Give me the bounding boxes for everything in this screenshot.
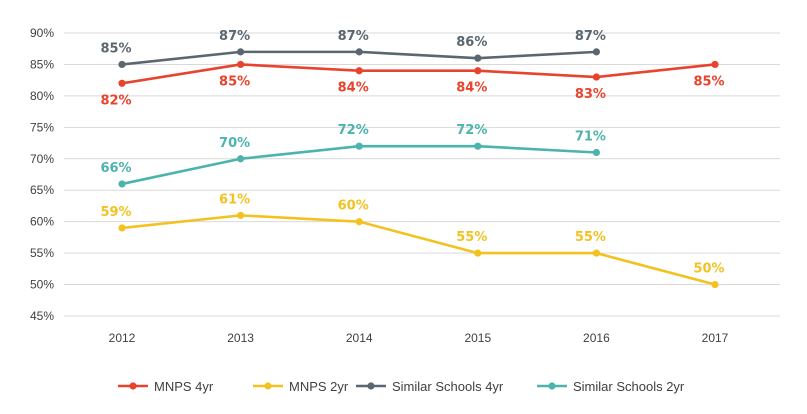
data-label: 55%: [575, 230, 606, 245]
data-label: 61%: [219, 192, 250, 207]
data-label: 66%: [100, 161, 131, 176]
data-label: 70%: [219, 136, 250, 151]
legend: MNPS 4yr MNPS 2yr Similar Schools 4yr Simil…: [118, 379, 685, 394]
data-label: 72%: [338, 123, 369, 138]
data-point: [474, 67, 482, 75]
data-point: [118, 60, 126, 69]
legend-swatch-marker: [264, 382, 272, 390]
x-tick-label: 2014: [346, 331, 373, 345]
legend-swatch-marker: [548, 382, 556, 390]
data-label: 87%: [219, 29, 250, 44]
legend-swatch-marker: [367, 382, 375, 390]
data-label: 85%: [693, 74, 724, 89]
data-label: 83%: [575, 87, 606, 102]
series-line: [121, 214, 716, 286]
y-tick-label: 70%: [30, 152, 54, 166]
data-point: [474, 249, 482, 257]
y-tick-label: 80%: [30, 89, 54, 103]
data-label: 72%: [456, 123, 487, 138]
y-tick-label: 50%: [30, 278, 54, 292]
data-point: [237, 155, 245, 163]
y-tick-label: 60%: [30, 215, 54, 229]
y-tick-label: 45%: [30, 309, 54, 323]
series: [118, 48, 719, 289]
data-label: 85%: [100, 41, 131, 56]
x-tick-label: 2015: [464, 331, 491, 345]
y-tick-label: 55%: [30, 246, 54, 260]
legend-label: Similar Schools 2yr: [573, 379, 685, 394]
data-label: 59%: [100, 205, 131, 220]
data-point: [592, 73, 601, 81]
series-line: [121, 144, 597, 186]
data-point: [711, 60, 719, 69]
data-point: [592, 48, 601, 56]
data-point: [355, 48, 363, 56]
data-point: [118, 224, 126, 232]
x-tick-label: 2017: [702, 331, 729, 345]
y-tick-label: 65%: [30, 183, 54, 197]
data-point: [118, 79, 126, 87]
x-tick-label: 2013: [227, 331, 254, 345]
data-label: 50%: [693, 262, 724, 277]
legend-label: MNPS 2yr: [289, 379, 349, 394]
data-labels: 82% 85% 84% 84% 83% 85% 59% 61% 60% 55% 55% 50% 85% 8…: [100, 29, 724, 277]
data-label: 55%: [456, 230, 487, 245]
data-point: [592, 148, 601, 157]
y-tick-label: 90%: [30, 26, 54, 40]
data-point: [355, 67, 363, 75]
data-label: 60%: [338, 199, 369, 214]
x-tick-label: 2012: [109, 331, 136, 345]
data-label: 87%: [575, 29, 606, 44]
y-tick-label: 85%: [30, 57, 54, 71]
data-point: [592, 249, 601, 257]
data-point: [118, 180, 126, 188]
data-point: [474, 142, 482, 150]
data-label: 86%: [456, 35, 487, 50]
data-point: [355, 142, 363, 150]
data-point: [474, 54, 482, 62]
legend-label: MNPS 4yr: [154, 379, 214, 394]
data-point: [355, 218, 363, 226]
data-point: [237, 60, 245, 69]
data-point: [237, 211, 245, 219]
data-label: 84%: [338, 81, 369, 96]
data-label: 87%: [338, 29, 369, 44]
legend-swatch-marker: [129, 382, 137, 390]
data-label: 84%: [456, 81, 487, 96]
series-line: [121, 63, 716, 85]
data-label: 85%: [219, 74, 250, 89]
axes: 45% 50% 55% 60% 65% 70% 75% 80% 85% 90% 2012 2013 20…: [30, 26, 729, 345]
legend-label: Similar Schools 4yr: [392, 379, 504, 394]
data-point: [711, 280, 719, 289]
x-tick-label: 2016: [583, 331, 610, 345]
data-label: 71%: [575, 129, 606, 144]
data-point: [237, 48, 245, 56]
y-tick-label: 75%: [30, 120, 54, 134]
data-label: 82%: [100, 93, 131, 108]
